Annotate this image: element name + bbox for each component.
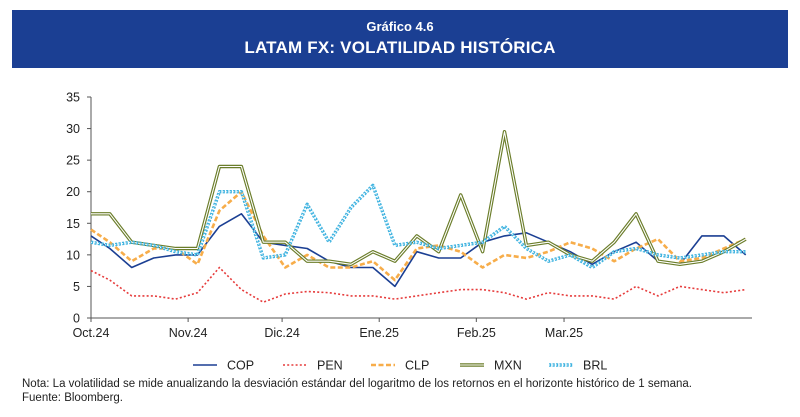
series-line-mxn-core	[91, 131, 746, 265]
legend-item-mxn: MXN	[460, 359, 522, 373]
y-tick-label: 30	[66, 122, 80, 136]
series-lines	[90, 130, 747, 303]
x-tick-label: Ene.25	[359, 326, 399, 340]
y-tick-label: 20	[66, 185, 80, 199]
series-mxn	[91, 130, 747, 266]
chart-supertitle: Gráfico 4.6	[366, 19, 434, 34]
legend: COP PEN CLP MXN BRL	[193, 359, 607, 373]
x-axis: Oct.24 Nov.24 Dic.24 Ene.25 Feb.25 Mar.25	[73, 317, 752, 340]
legend-label-clp: CLP	[405, 359, 429, 373]
x-tick-label: Dic.24	[264, 326, 299, 340]
legend-item-brl: BRL	[549, 359, 607, 373]
y-tick-label: 15	[66, 217, 80, 231]
x-tick-label: Oct.24	[73, 326, 110, 340]
series-line-cop	[90, 213, 747, 288]
legend-item-pen: PEN	[283, 359, 343, 373]
series-brl	[90, 183, 746, 270]
legend-label-mxn: MXN	[494, 359, 522, 373]
x-tick-label: Feb.25	[457, 326, 496, 340]
chart-notes: Nota: La volatilidad se mide anualizando…	[22, 377, 692, 405]
series-line-brl-core	[90, 184, 746, 269]
legend-label-cop: COP	[227, 359, 254, 373]
y-tick-label: 0	[73, 312, 80, 326]
y-axis: 0 5 10 15 20 25 30 35	[66, 91, 92, 326]
note-text: Nota: La volatilidad se mide anualizando…	[22, 378, 692, 390]
x-tick-label: Mar.25	[545, 326, 583, 340]
series-cop	[90, 213, 747, 288]
legend-item-cop: COP	[193, 359, 254, 373]
y-tick-label: 25	[66, 154, 80, 168]
series-line-brl	[90, 183, 746, 270]
chart-title-banner: Gráfico 4.6 LATAM FX: VOLATILIDAD HISTÓR…	[12, 10, 788, 68]
chart-title: LATAM FX: VOLATILIDAD HISTÓRICA	[244, 38, 556, 57]
y-tick-label: 5	[73, 280, 80, 294]
x-tick-label: Nov.24	[169, 326, 208, 340]
legend-label-brl: BRL	[583, 359, 607, 373]
legend-item-clp: CLP	[371, 359, 429, 373]
series-pen	[90, 266, 746, 303]
y-tick-label: 35	[66, 91, 80, 105]
legend-label-pen: PEN	[317, 359, 343, 373]
series-line-pen	[90, 266, 746, 303]
y-tick-label: 10	[66, 248, 80, 262]
source-text: Fuente: Bloomberg.	[22, 392, 124, 404]
